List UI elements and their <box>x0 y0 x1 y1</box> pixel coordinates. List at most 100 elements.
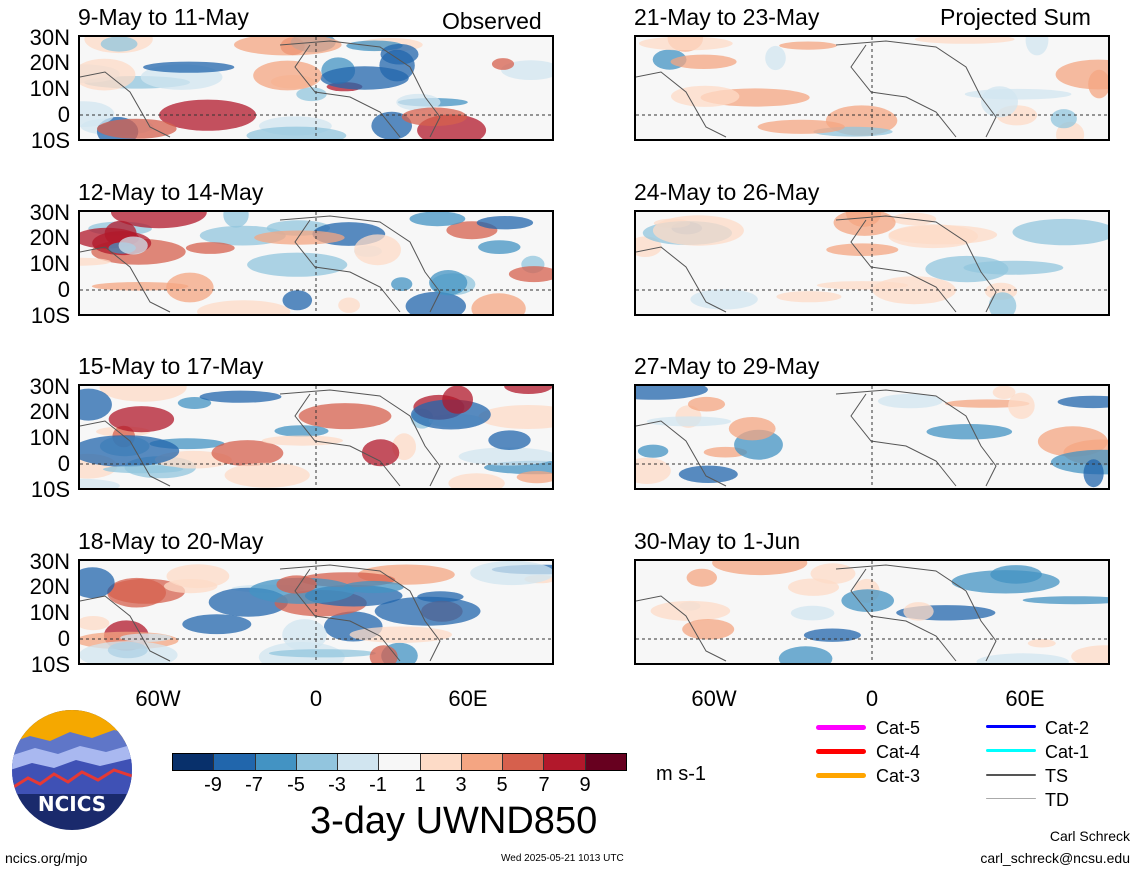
map-field <box>636 386 1108 488</box>
wind-anomaly-blob <box>478 240 521 254</box>
lat-label: 30N <box>29 549 70 574</box>
map-field <box>80 561 552 663</box>
legend-label-cat1: Cat-1 <box>1045 742 1090 762</box>
colorbar-label: -3 <box>328 774 346 796</box>
legend-label-cat4: Cat-4 <box>876 742 921 762</box>
colorbar-swatch <box>296 754 339 770</box>
wind-anomaly-blob <box>166 564 230 589</box>
wind-anomaly-blob <box>166 272 214 303</box>
wind-anomaly-blob <box>926 424 1013 440</box>
panel-title-right-3: 27-May to 29-May <box>634 353 820 379</box>
wind-anomaly-blob <box>682 619 735 640</box>
wind-anomaly-blob <box>841 589 894 612</box>
wind-anomaly-blob <box>197 300 291 314</box>
wind-anomaly-blob <box>199 390 282 403</box>
wind-anomaly-blob <box>442 386 473 414</box>
wind-anomaly-blob <box>833 212 896 236</box>
wind-anomaly-blob <box>903 602 934 621</box>
wind-anomaly-blob <box>298 403 392 430</box>
colorbar-swatch <box>420 754 462 770</box>
panel-title-right-1: 21-May to 23-May <box>634 4 820 30</box>
wind-anomaly-blob <box>320 66 409 90</box>
lon-label: 60E <box>448 686 488 711</box>
wind-anomaly-blob <box>776 291 842 303</box>
wind-anomaly-blob <box>111 212 207 229</box>
wind-anomaly-blob <box>504 386 552 394</box>
colorbar-swatch <box>379 754 421 770</box>
colorbar-swatch <box>173 754 215 770</box>
wind-anomaly-blob <box>478 405 552 429</box>
colorbar-label: 5 <box>496 774 508 796</box>
wind-anomaly-blob <box>790 605 835 621</box>
colorbar-swatch <box>585 754 626 770</box>
wind-anomaly-blob <box>97 118 177 139</box>
colorbar-label: 7 <box>538 774 550 796</box>
panel-title-left-1: 9-May to 11-May <box>78 4 249 30</box>
wind-anomaly-blob <box>296 87 327 102</box>
legend-line-cat1 <box>986 749 1036 752</box>
colorbar-label: -9 <box>204 774 222 796</box>
wind-anomaly-blob <box>391 277 413 291</box>
wind-anomaly-blob <box>405 291 466 314</box>
legend-line-cat3 <box>816 773 866 778</box>
lon-label: 60W <box>691 686 737 711</box>
wind-anomaly-blob <box>268 649 376 658</box>
map-field <box>80 37 552 139</box>
wind-anomaly-blob <box>637 444 669 458</box>
wind-anomaly-blob <box>211 440 284 467</box>
map-field <box>636 37 1108 139</box>
lat-label: 10N <box>29 425 70 450</box>
wind-anomaly-blob <box>757 119 845 134</box>
wind-anomaly-blob <box>650 600 731 621</box>
lon-label: 0 <box>309 686 323 711</box>
footer-author: Carl Schreck <box>1049 828 1130 844</box>
colorbar-swatch <box>503 754 545 770</box>
wind-anomaly-blob <box>80 641 178 663</box>
map-panel-left-4 <box>78 559 554 665</box>
wind-anomaly-blob <box>371 111 412 139</box>
wind-anomaly-blob <box>354 234 401 266</box>
legend-line-cat5 <box>816 725 866 730</box>
wind-anomaly-blob <box>396 93 441 111</box>
footer-timestamp: Wed 2025-05-21 1013 UTC <box>501 853 624 864</box>
colorbar-label: 9 <box>579 774 591 796</box>
wind-anomaly-blob <box>282 619 327 651</box>
lon-label: 60W <box>135 686 181 711</box>
wind-anomaly-blob <box>361 439 400 467</box>
lat-label: 10S <box>30 477 70 502</box>
wind-anomaly-blob <box>247 252 348 277</box>
coastline <box>636 40 997 138</box>
wind-anomaly-blob <box>343 580 404 594</box>
wind-anomaly-blob <box>652 215 744 246</box>
wind-anomaly-blob <box>778 646 833 663</box>
wind-anomaly-blob <box>282 290 313 311</box>
legend-line-cat2 <box>986 725 1036 728</box>
legend-label-ts: TS <box>1045 766 1069 786</box>
wind-anomaly-blob <box>80 435 180 467</box>
wind-anomaly-blob <box>1037 426 1108 457</box>
map-panel-left-2 <box>78 210 554 316</box>
lat-label: 20N <box>29 399 70 424</box>
coastline <box>636 215 997 313</box>
colorbar <box>172 753 627 771</box>
map-panel-right-3 <box>634 384 1110 490</box>
colorbar-label: -5 <box>287 774 305 796</box>
colorbar-swatch <box>214 754 256 770</box>
wind-anomaly-blob <box>401 107 467 127</box>
wind-anomaly-blob <box>964 88 1072 100</box>
legend-label-td: TD <box>1045 790 1069 810</box>
wind-anomaly-blob <box>826 243 899 256</box>
lat-label: 10N <box>29 76 70 101</box>
wind-anomaly-blob <box>253 60 322 91</box>
wind-anomaly-blob <box>471 293 526 314</box>
wind-anomaly-blob <box>788 578 839 596</box>
wind-anomaly-blob <box>108 406 175 433</box>
wind-anomaly-blob <box>80 616 110 631</box>
lat-label: 0 <box>57 451 70 476</box>
colorbar-units: m s-1 <box>656 763 706 785</box>
lat-label: 20N <box>29 225 70 250</box>
wind-anomaly-blob <box>728 417 776 441</box>
wind-anomaly-blob <box>100 37 138 52</box>
colorbar-label: 1 <box>414 774 426 796</box>
map-field <box>636 212 1108 314</box>
